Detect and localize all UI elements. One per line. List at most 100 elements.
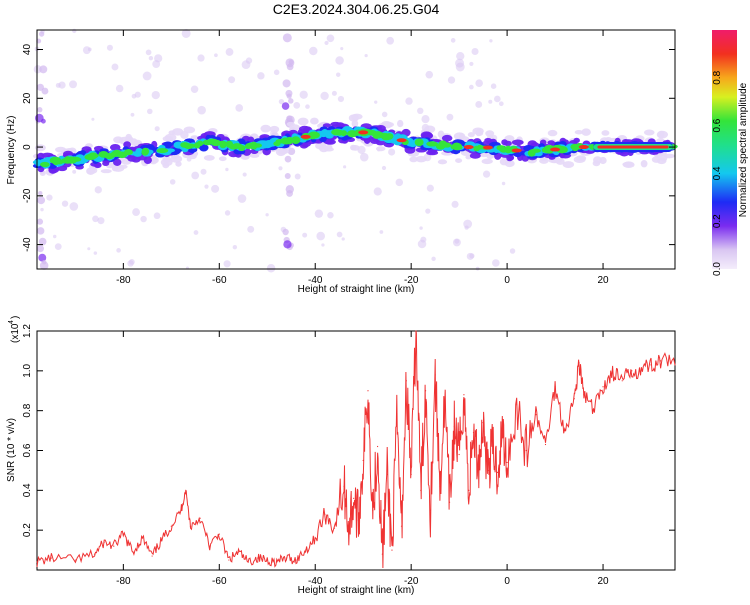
colorbar-tick-label: 0.8 [712,70,723,84]
heatmap-noise-cell [294,173,301,180]
heatmap-noise-cell [475,79,483,87]
colorbar-tick-label: 0.4 [712,166,723,180]
heatmap-core-cell [238,145,246,152]
heatmap-halo-cell [129,138,138,146]
heatmap-core-cell [49,156,62,164]
heatmap-core-cell [64,156,71,164]
snr-y-tick-label: 0.8 [22,403,33,417]
colorbar-tick-label: 0.2 [712,214,723,228]
snr-point [266,559,268,561]
heatmap-x-tick-label: -40 [308,275,323,286]
heatmap-noise-cell [197,105,206,115]
heatmap-streak-cell [36,218,44,225]
heatmap-core-cell [385,133,394,140]
heatmap-core-cell [225,140,234,148]
heatmap-halo-cell [218,156,227,162]
heatmap-noise-cell [379,230,384,234]
heatmap-core-cell [321,128,328,136]
heatmap-noise-cell [169,179,176,185]
snr-point [592,410,595,412]
snr-point [492,445,494,448]
heatmap-y-axis-label: Frequency (Hz) [6,116,17,185]
heatmap-noise-cell [111,63,119,71]
heatmap-noise-cell [200,168,207,175]
heatmap-halo-cell [203,155,215,161]
heatmap-core-cell [253,143,262,148]
snr-y-axis-label: SNR (10 * v/v) [6,418,17,482]
heatmap-noise-cell [214,53,218,58]
heatmap-noise-cell [381,165,387,171]
snr-marks [36,330,676,569]
heatmap-noise-cell [490,83,497,89]
snr-point [396,422,398,424]
heatmap-noise-cell [130,112,135,117]
heatmap-band-cell [506,154,514,162]
heatmap-halo-cell [35,144,46,152]
snr-point [439,485,441,487]
heatmap-noise-cell [55,82,61,88]
heatmap-noise-cell [278,166,283,171]
heatmap-noise-cell [72,28,77,34]
heatmap-peak-cell [463,145,474,150]
snr-point [420,489,422,491]
snr-point [161,539,163,541]
heatmap-core-cell [245,142,256,149]
heatmap-noise-cell [33,65,42,74]
heatmap-noise-cell [58,81,66,89]
heatmap-band-cell [420,131,433,140]
heatmap-noise-cell [314,209,324,218]
snr-point [333,527,336,529]
heatmap-streak-cell [284,155,292,163]
heatmap-halo-cell [260,124,271,133]
colorbar: 0.0 0.2 0.4 0.6 0.8 Normalized spectral ampl… [712,30,749,276]
heatmap-noise-cell [417,239,427,249]
heatmap-core-cell [291,136,301,145]
snr-y-tick-label: 1.0 [22,363,33,377]
heatmap-noise-cell [190,85,199,94]
snr-point [640,368,643,370]
snr-point [554,386,556,388]
snr-point [434,374,436,376]
heatmap-core-cell [124,149,133,156]
heatmap-streak-cell [286,115,293,122]
snr-y-scale-base: (x10 [10,323,21,343]
heatmap-streak-cell [40,118,46,124]
heatmap-tail-peak [597,145,669,149]
heatmap-noise-cell [450,38,456,43]
heatmap-noise-cell [151,90,160,100]
snr-point [516,404,518,406]
heatmap-halo-cell [162,135,174,142]
heatmap-noise-cell [116,248,121,253]
snr-x-tick-label: -60 [212,576,227,587]
heatmap-core-cell [275,138,287,144]
heatmap-halo-cell [555,158,565,165]
heatmap-streak-cell [36,245,44,253]
heatmap-halo-cell [249,153,260,158]
heatmap-noise-cell [492,259,500,267]
heatmap-x-tick-label: 20 [597,275,609,286]
heatmap-noise-cell [446,113,454,121]
heatmap-streak-cell [38,190,43,196]
snr-x-axis-label: Height of straight line (km) [298,585,415,596]
snr-y-scale-exponent: 4 [8,320,15,324]
snr-point [487,469,489,472]
heatmap-noise-cell [82,46,91,55]
snr-point [228,559,230,561]
snr-point [405,380,407,382]
heatmap-peak-cell [358,130,369,135]
snr-point [578,362,580,364]
snr-point [276,561,278,563]
heatmap-noise-cell [204,184,209,189]
heatmap-halo-cell [351,113,363,120]
snr-x-tick-label: 20 [597,576,609,587]
heatmap-noise-cell [191,171,200,180]
heatmap-streak-cell [38,31,45,37]
heatmap-noise-cell [316,231,325,241]
snr-point [429,509,431,511]
snr-point [424,390,427,392]
heatmap-noise-cell [337,95,345,103]
heatmap-noise-cell [482,170,491,178]
snr-point [631,370,633,372]
heatmap-noise-cell [421,115,430,124]
heatmap-y-tick-label: 40 [22,44,33,56]
